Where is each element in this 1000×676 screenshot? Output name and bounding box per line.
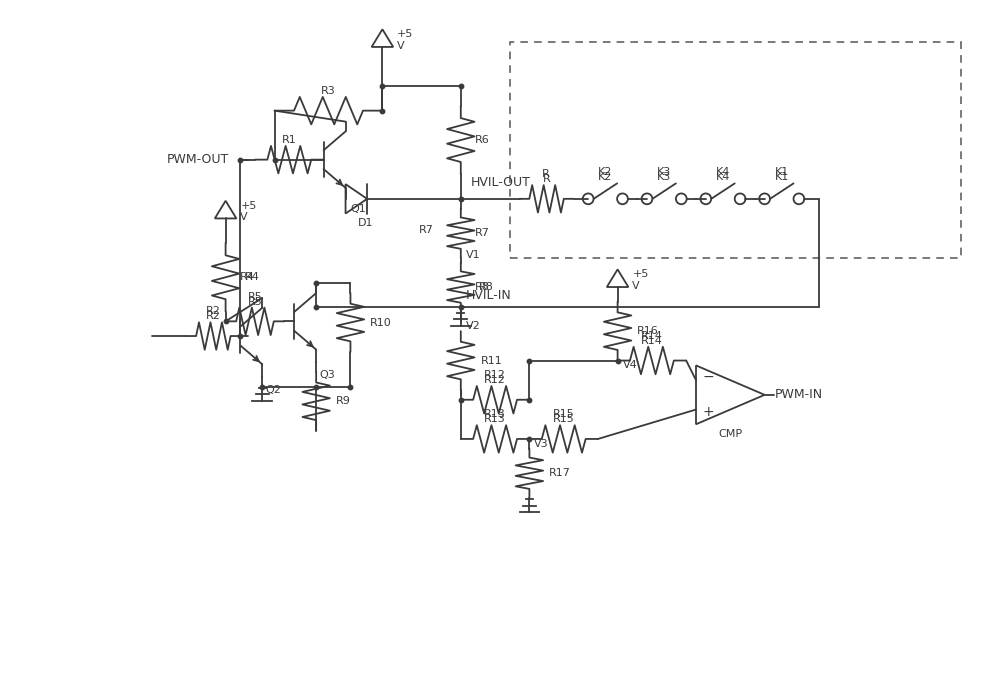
Text: R12: R12 <box>484 370 506 380</box>
Text: K2: K2 <box>598 172 613 183</box>
Text: V1: V1 <box>466 249 480 260</box>
Text: R: R <box>542 169 550 179</box>
Text: D1: D1 <box>357 218 373 228</box>
Text: R4: R4 <box>245 272 260 283</box>
Text: R7: R7 <box>419 225 434 235</box>
Text: R2: R2 <box>206 312 221 322</box>
Text: V2: V2 <box>466 321 480 331</box>
Text: R14: R14 <box>641 336 663 346</box>
Text: Q2: Q2 <box>265 385 281 395</box>
Text: K4: K4 <box>716 167 730 177</box>
Text: R14: R14 <box>641 331 663 341</box>
Text: R10: R10 <box>370 318 392 327</box>
Text: R13: R13 <box>484 414 506 425</box>
Text: R15: R15 <box>553 414 575 425</box>
Text: R12: R12 <box>484 375 506 385</box>
Text: R4: R4 <box>240 272 255 283</box>
Text: +5
V: +5 V <box>632 270 649 291</box>
Text: R2: R2 <box>206 306 221 316</box>
Text: K4: K4 <box>716 172 730 183</box>
Text: Q3: Q3 <box>319 370 335 380</box>
Text: R11: R11 <box>480 356 502 366</box>
Text: K1: K1 <box>775 172 789 183</box>
Text: R5: R5 <box>248 292 262 301</box>
Text: +5
V: +5 V <box>397 29 413 51</box>
Text: R8: R8 <box>475 282 490 292</box>
Text: HVIL-IN: HVIL-IN <box>466 289 511 301</box>
Text: +5
V: +5 V <box>240 201 257 222</box>
Text: K3: K3 <box>657 172 671 183</box>
Text: +: + <box>703 406 715 420</box>
Text: R8: R8 <box>478 282 493 292</box>
Text: R16: R16 <box>637 326 659 336</box>
Text: Q1: Q1 <box>350 204 366 214</box>
Text: K3: K3 <box>657 167 671 177</box>
Text: PWM-OUT: PWM-OUT <box>167 153 229 166</box>
Bar <box>510 42 961 258</box>
Text: R5: R5 <box>248 297 262 307</box>
Text: R9: R9 <box>336 396 351 406</box>
Text: CMP: CMP <box>718 429 742 439</box>
Text: R6: R6 <box>475 135 490 145</box>
Text: K1: K1 <box>775 167 789 177</box>
Text: R13: R13 <box>484 410 506 419</box>
Text: V3: V3 <box>534 439 549 449</box>
Text: PWM-IN: PWM-IN <box>774 388 823 402</box>
Text: R1: R1 <box>282 135 297 145</box>
Text: R17: R17 <box>549 468 571 478</box>
Text: R: R <box>543 174 550 185</box>
Text: R3: R3 <box>321 86 336 96</box>
Text: R7: R7 <box>475 228 490 238</box>
Text: V4: V4 <box>622 360 637 370</box>
Text: −: − <box>703 370 715 384</box>
Text: HVIL-OUT: HVIL-OUT <box>471 176 530 189</box>
Text: R15: R15 <box>553 410 575 419</box>
Text: K2: K2 <box>598 167 613 177</box>
